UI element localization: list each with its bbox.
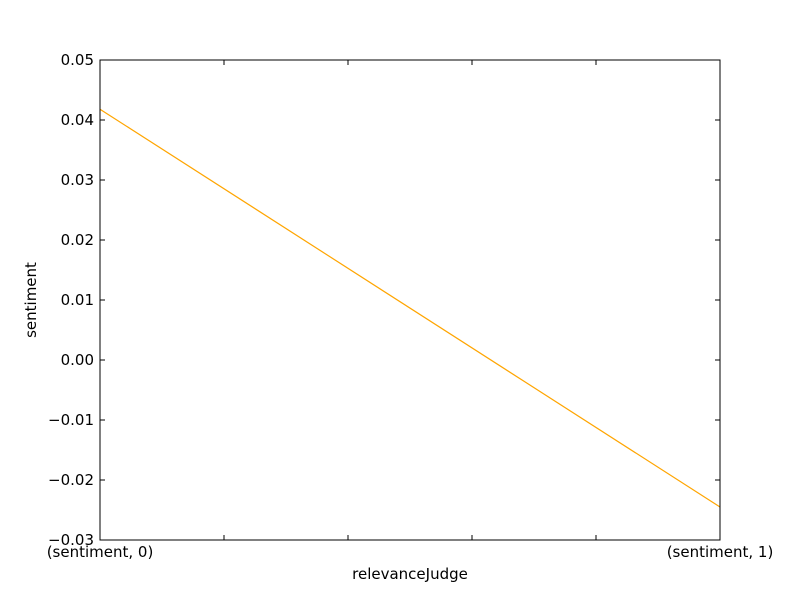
y-tick-label: −0.02 bbox=[48, 471, 94, 489]
y-tick-label: −0.03 bbox=[48, 531, 94, 549]
y-tick-label: 0.03 bbox=[61, 171, 94, 189]
series-layer bbox=[99, 108, 721, 508]
y-axis-label: sentiment bbox=[22, 262, 40, 338]
y-tick-label: 0.04 bbox=[61, 111, 94, 129]
y-tick-label: 0.01 bbox=[61, 291, 94, 309]
y-tick-label: 0.02 bbox=[61, 231, 94, 249]
x-axis-label: relevanceJudge bbox=[352, 565, 468, 583]
x-tick-label: (sentiment, 0) bbox=[47, 543, 154, 561]
series-line bbox=[99, 108, 721, 508]
plot-frame bbox=[99, 59, 721, 541]
x-tick-label: (sentiment, 1) bbox=[667, 543, 774, 561]
y-tick-label: −0.01 bbox=[48, 411, 94, 429]
y-tick-label: 0.05 bbox=[61, 51, 94, 69]
y-tick-label: 0.00 bbox=[61, 351, 94, 369]
ticks-layer: −0.03 −0.02 −0.01 0.00 0.01 0.02 0.03 0.04 0.05 (… bbox=[47, 51, 774, 561]
